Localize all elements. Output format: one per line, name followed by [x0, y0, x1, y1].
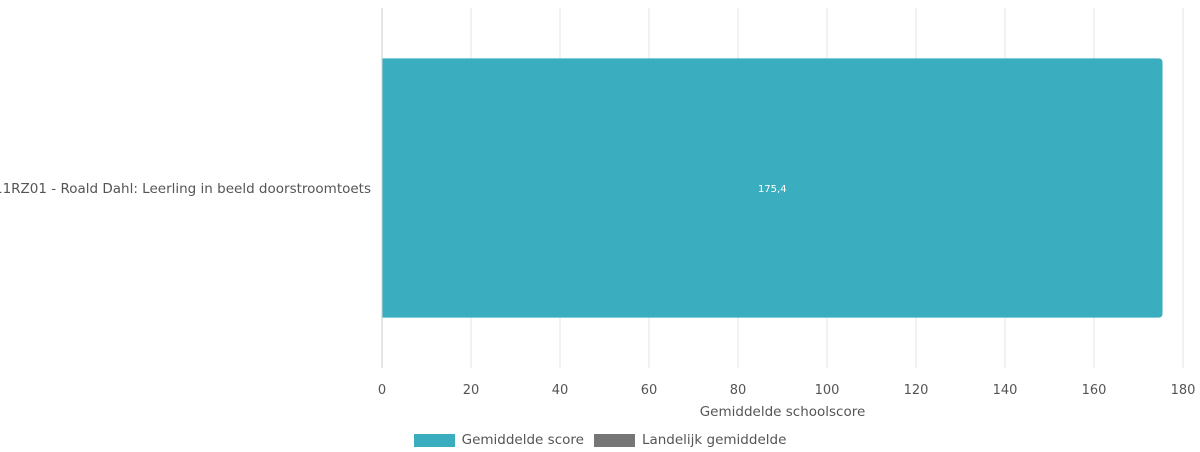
legend-item-landelijk-gemiddelde[interactable]: Landelijk gemiddelde	[593, 432, 787, 448]
x-tick-label: 160	[1082, 383, 1107, 398]
category-label: 11RZ01 - Roald Dahl: Leerling in beeld d…	[0, 181, 371, 197]
x-tick-label: 140	[993, 383, 1018, 398]
x-tick-label: 0	[378, 383, 386, 398]
x-tick-label: 100	[815, 383, 840, 398]
data-label: 175,4	[758, 184, 787, 195]
bar[interactable]	[382, 58, 1163, 318]
x-tick-label: 40	[552, 383, 569, 398]
legend-swatch	[413, 433, 455, 447]
category-labels: 11RZ01 - Roald Dahl: Leerling in beeld d…	[0, 181, 371, 197]
bars	[382, 58, 1163, 318]
x-axis-title: Gemiddelde schoolscore	[700, 404, 866, 420]
x-tick-label: 80	[730, 383, 747, 398]
x-tick-label: 60	[641, 383, 658, 398]
x-tick-label: 180	[1171, 383, 1196, 398]
chart: 11RZ01 - Roald Dahl: Leerling in beeld d…	[0, 8, 1196, 420]
legend-label: Gemiddelde score	[461, 432, 584, 448]
legend-item-gemiddelde-score[interactable]: Gemiddelde score	[413, 432, 584, 448]
legend: Gemiddelde score Landelijk gemiddelde	[0, 432, 1200, 448]
legend-label: Landelijk gemiddelde	[641, 432, 787, 448]
data-labels: 175,4	[758, 184, 787, 195]
x-tick-labels: 0 20 40 60 80 100 120 140 160 180	[378, 383, 1196, 398]
legend-swatch	[593, 433, 635, 447]
x-tick-label: 20	[463, 383, 480, 398]
x-tick-label: 120	[904, 383, 929, 398]
